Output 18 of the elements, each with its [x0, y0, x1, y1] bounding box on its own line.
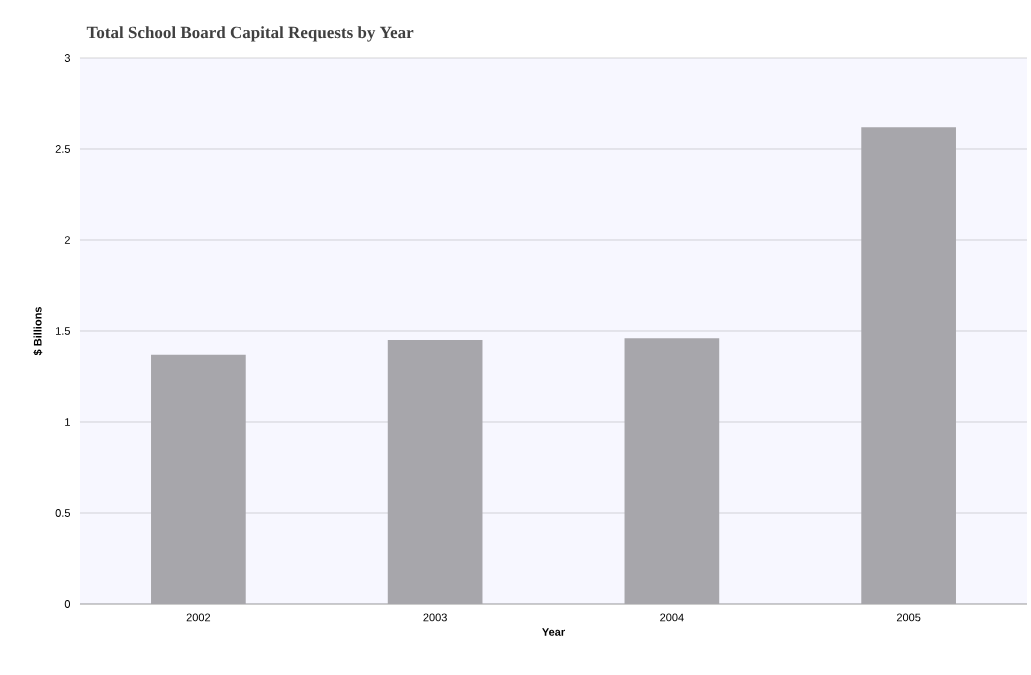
x-tick-label: 2005	[896, 613, 921, 622]
x-tick-label: 2003	[423, 613, 447, 622]
bar	[151, 354, 246, 604]
y-tick-label: 3	[64, 54, 70, 62]
x-tick-label: 2002	[186, 613, 211, 622]
bar	[387, 340, 483, 604]
y-tick-label: 0	[64, 600, 71, 608]
bar	[861, 127, 956, 604]
x-axis-title: Year	[542, 628, 565, 636]
y-axis-title: $ Billions	[33, 307, 43, 356]
bar	[624, 338, 720, 604]
x-tick-label: 2004	[660, 613, 684, 622]
y-tick-label: 0.5	[55, 509, 70, 517]
y-tick-label: 1	[65, 418, 70, 426]
y-tick-label: 1.5	[56, 327, 70, 335]
chart-title: Total School Board Capital Requests by Year	[86, 26, 414, 42]
y-tick-label: 2	[64, 236, 70, 244]
y-tick-label: 2.5	[55, 145, 70, 153]
